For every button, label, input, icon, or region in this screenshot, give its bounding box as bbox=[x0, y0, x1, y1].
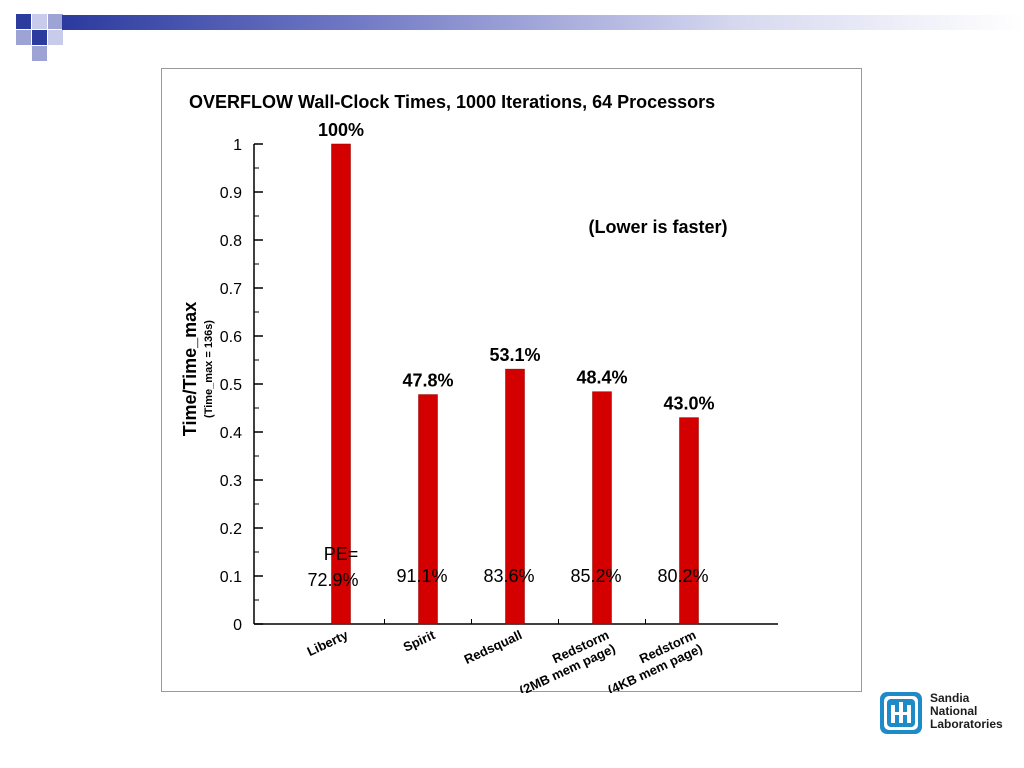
y-tick-label: 0.1 bbox=[220, 569, 242, 586]
y-tick-label: 0 bbox=[233, 617, 242, 634]
corner-square bbox=[16, 14, 31, 29]
x-tick-label: Liberty bbox=[305, 627, 351, 659]
pe-prefix-label: PE= bbox=[324, 544, 359, 564]
x-tick-label-group: Redsquall bbox=[462, 627, 525, 667]
y-tick-label: 0.6 bbox=[220, 329, 242, 346]
corner-square bbox=[32, 30, 47, 45]
logo-line-3: Laboratories bbox=[930, 717, 1003, 731]
corner-square bbox=[16, 30, 31, 45]
x-tick-label-group: Liberty bbox=[305, 627, 351, 659]
chart-title: OVERFLOW Wall-Clock Times, 1000 Iteratio… bbox=[189, 92, 715, 112]
corner-squares-decoration bbox=[0, 0, 80, 61]
bar-0 bbox=[331, 143, 351, 625]
value-label: 53.1% bbox=[489, 345, 540, 365]
corner-square bbox=[48, 30, 63, 45]
header-gradient-bar bbox=[62, 15, 1024, 30]
x-tick-label: Redsquall bbox=[462, 627, 525, 667]
y-tick-label: 0.8 bbox=[220, 233, 242, 250]
y-tick-label: 0.3 bbox=[220, 473, 242, 490]
y-tick-label: 0.9 bbox=[220, 185, 242, 202]
corner-square bbox=[32, 14, 47, 29]
pe-label: 85.2% bbox=[570, 566, 621, 586]
pe-label: 72.9% bbox=[307, 570, 358, 590]
corner-square bbox=[32, 46, 47, 61]
sandia-thunderbird-icon bbox=[880, 692, 922, 734]
y-tick-label: 1 bbox=[233, 137, 242, 154]
x-tick-label-group: Spirit bbox=[401, 627, 438, 655]
value-label: 100% bbox=[318, 120, 364, 140]
corner-square bbox=[48, 14, 63, 29]
bar-4 bbox=[679, 417, 699, 625]
x-tick-label: Spirit bbox=[401, 627, 438, 655]
lower-is-faster-annotation: (Lower is faster) bbox=[588, 217, 727, 237]
pe-label: 91.1% bbox=[396, 566, 447, 586]
y-axis-sublabel: (Time_max = 136s) bbox=[203, 320, 215, 418]
bars bbox=[331, 143, 699, 625]
value-label: 47.8% bbox=[402, 371, 453, 391]
logo-line-2: National bbox=[930, 704, 978, 718]
pe-label: 83.6% bbox=[483, 566, 534, 586]
logo-line-1: Sandia bbox=[930, 691, 970, 705]
bar-3 bbox=[592, 391, 612, 625]
x-tick-label-group: Redstorm(2MB mem page) bbox=[517, 627, 618, 693]
sandia-logo: Sandia National Laboratories bbox=[878, 690, 1003, 740]
pe-label: 80.2% bbox=[657, 566, 708, 586]
y-tick-label: 0.2 bbox=[220, 521, 242, 538]
x-tick-label-group: Redstorm(4KB mem page) bbox=[605, 627, 704, 693]
value-label: 48.4% bbox=[576, 368, 627, 388]
bar-2 bbox=[505, 368, 525, 625]
value-label: 43.0% bbox=[663, 394, 714, 414]
chart-frame: OVERFLOW Wall-Clock Times, 1000 Iteratio… bbox=[161, 68, 862, 693]
bar-chart: OVERFLOW Wall-Clock Times, 1000 Iteratio… bbox=[180, 92, 778, 693]
y-tick-label: 0.4 bbox=[220, 425, 242, 442]
bar-1 bbox=[418, 394, 438, 625]
y-tick-label: 0.5 bbox=[220, 377, 242, 394]
y-axis-label: Time/Time_max bbox=[180, 302, 200, 436]
y-tick-label: 0.7 bbox=[220, 281, 242, 298]
